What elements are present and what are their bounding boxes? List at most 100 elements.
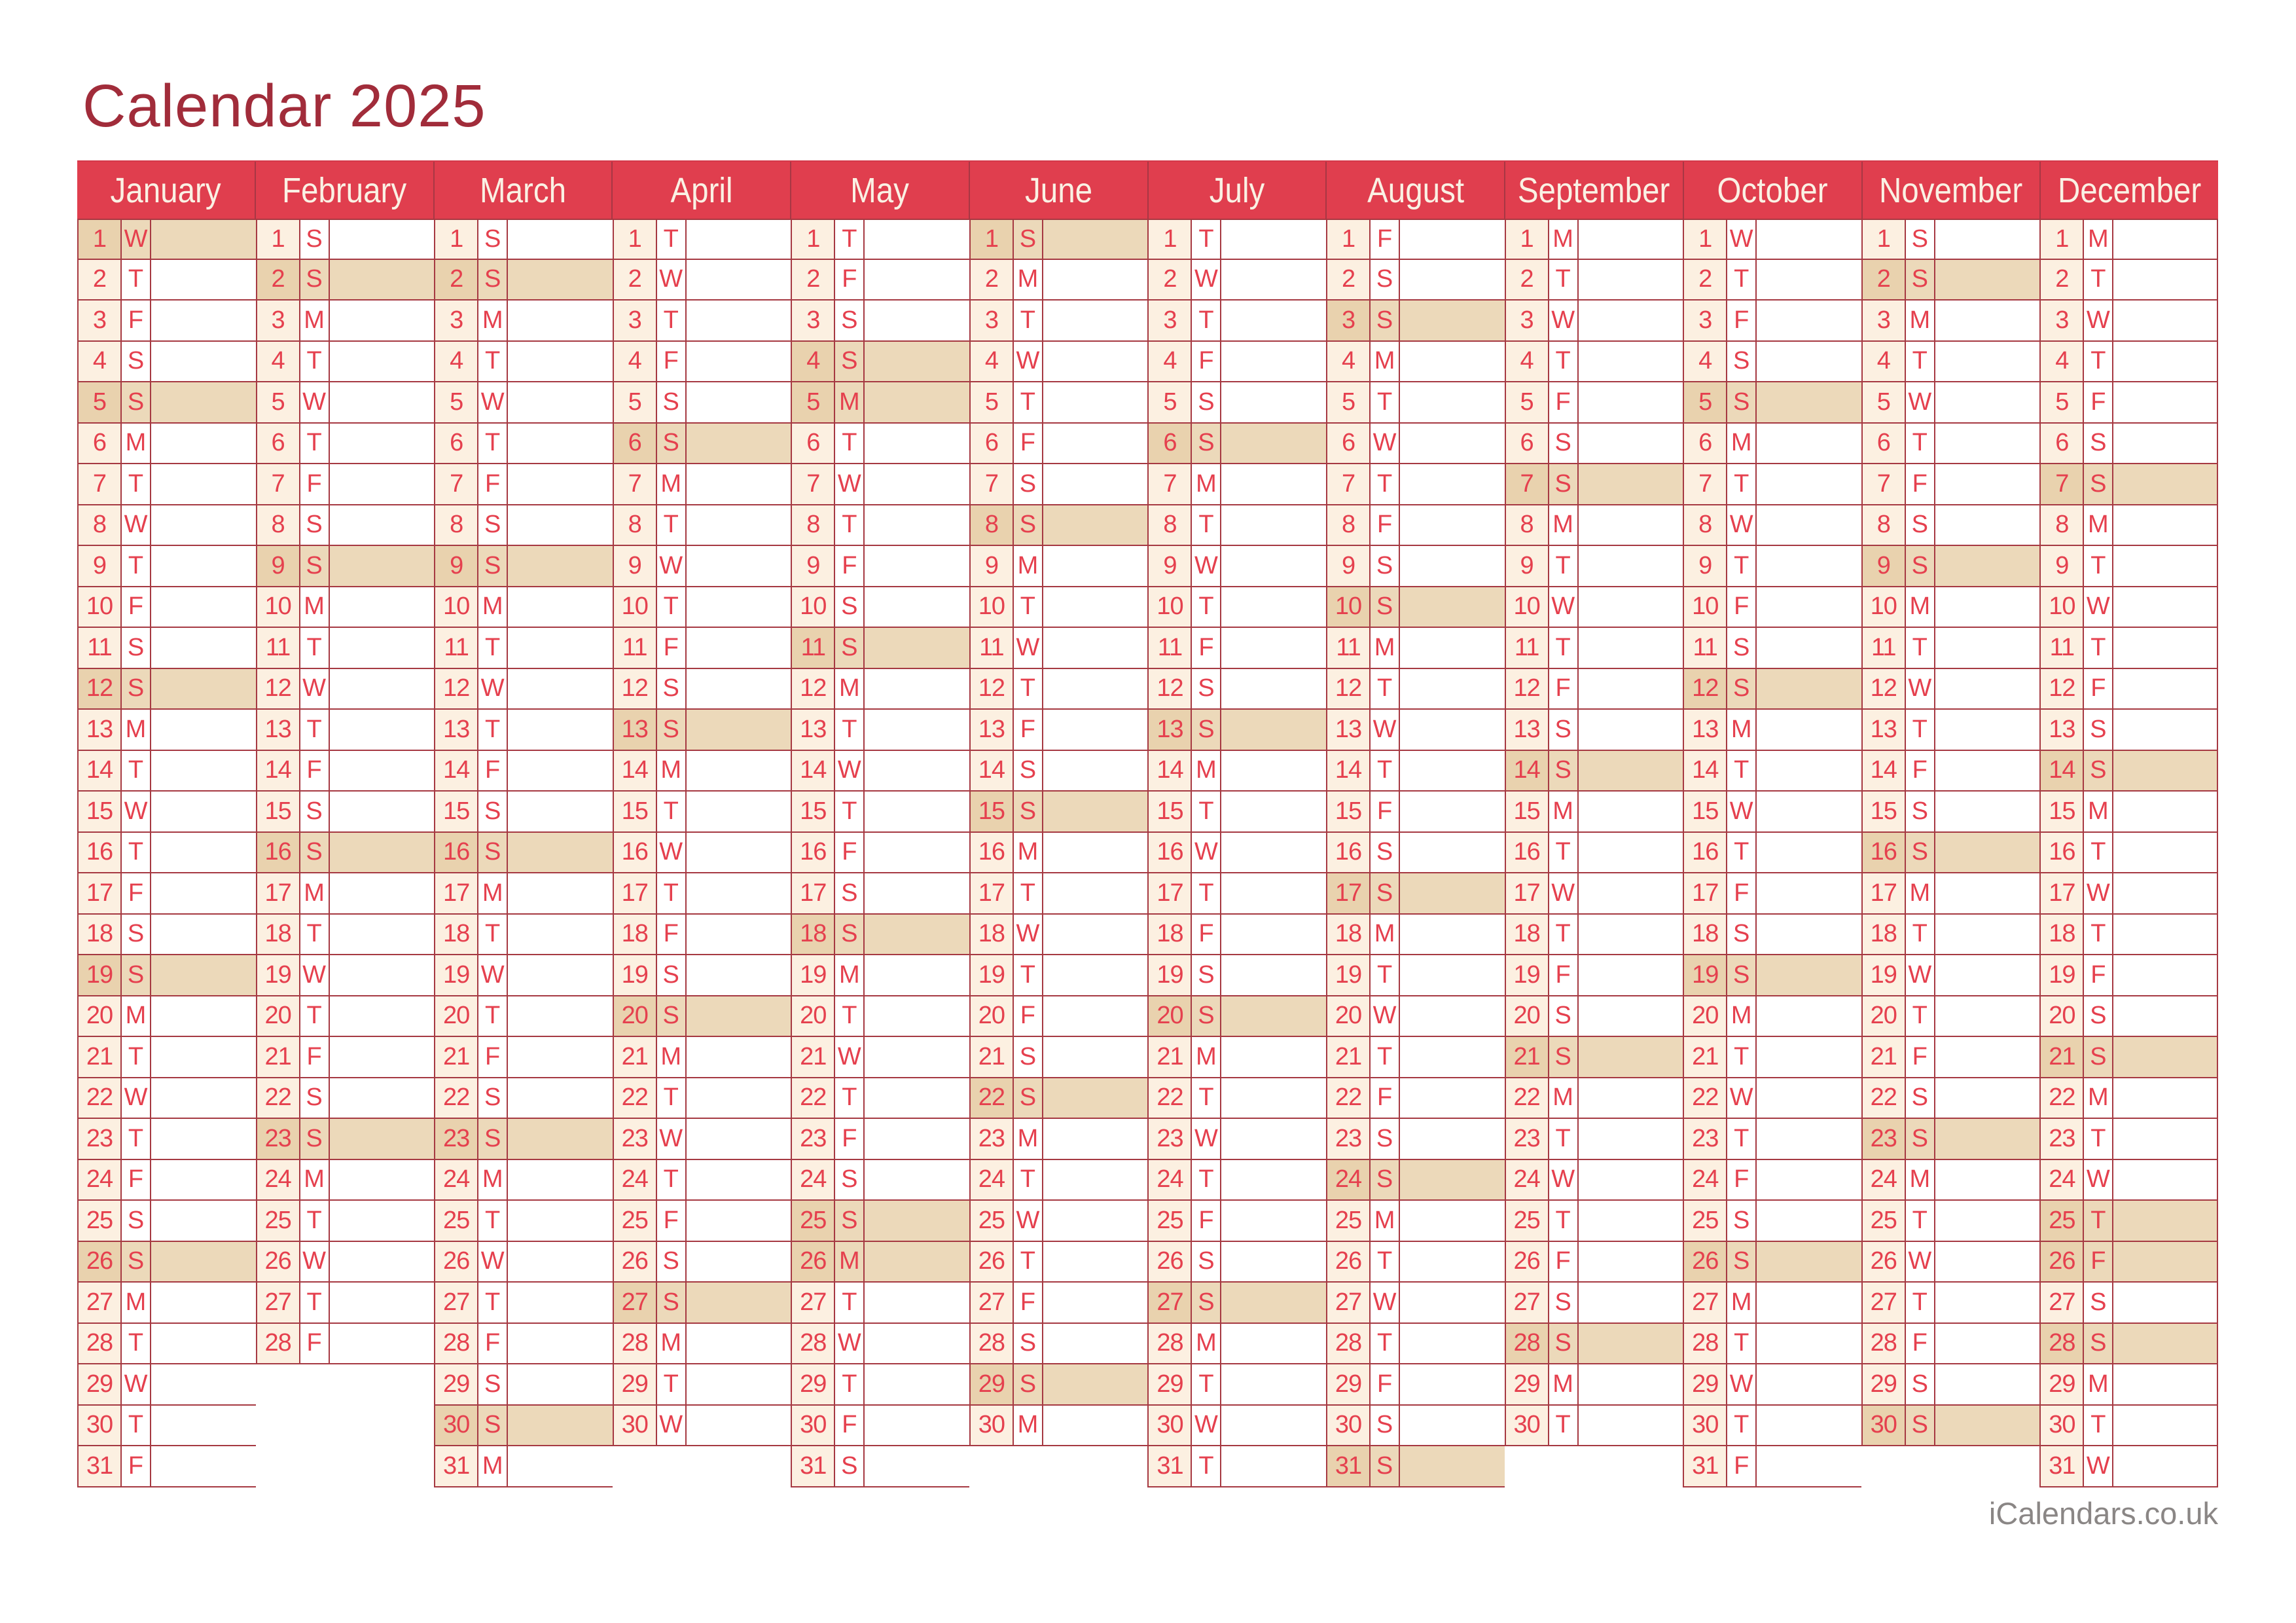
day-row: 21 F (434, 1037, 613, 1078)
day-number: 30 (613, 1405, 657, 1445)
day-number: 28 (1684, 1323, 1728, 1363)
day-row: 17 M (255, 873, 435, 915)
day-letter: T (300, 628, 330, 668)
day-notes-area (1400, 464, 1505, 504)
day-notes-area (686, 832, 791, 872)
day-notes-area (1757, 668, 1861, 708)
day-letter: T (300, 1201, 330, 1241)
day-row: 10 M (255, 587, 435, 628)
day-letter: M (656, 750, 687, 790)
day-notes-area (1578, 301, 1683, 340)
day-notes-area (1400, 1119, 1505, 1159)
day-number: 1 (1684, 220, 1728, 259)
day-notes-area (865, 505, 969, 545)
day-letter: T (2084, 1119, 2114, 1159)
day-letter: M (300, 873, 330, 913)
day-number: 18 (792, 914, 836, 954)
day-number: 18 (79, 914, 122, 954)
day-row: 31 F (1683, 1446, 1861, 1487)
day-notes-area (1043, 546, 1148, 586)
day-notes-area (1400, 1446, 1505, 1486)
day-notes-area (508, 1323, 613, 1363)
day-notes-area (1578, 1283, 1683, 1322)
day-number: 6 (257, 423, 300, 463)
day-letter: S (835, 914, 865, 954)
day-notes-area (2113, 873, 2217, 913)
day-number: 14 (1149, 750, 1193, 790)
day-notes-area (1221, 873, 1327, 913)
day-letter: F (478, 464, 509, 504)
day-notes-area (686, 668, 791, 708)
day-letter: F (1013, 423, 1043, 463)
day-row: 12 W (1861, 668, 2040, 710)
day-letter: T (2084, 832, 2114, 872)
day-notes-area (865, 546, 969, 586)
day-notes-area (865, 1159, 969, 1199)
day-notes-area (2113, 1283, 2217, 1322)
day-notes-area (1043, 587, 1148, 627)
day-notes-area (865, 710, 969, 750)
day-letter: F (300, 464, 330, 504)
day-notes-area (1935, 710, 2040, 750)
day-notes-area (329, 792, 435, 831)
day-letter: W (1905, 955, 1935, 995)
day-number: 10 (257, 587, 300, 627)
day-number: 14 (1862, 750, 1906, 790)
day-letter: T (2084, 914, 2114, 954)
day-number: 20 (1149, 996, 1193, 1036)
day-notes-area (1400, 750, 1505, 790)
day-notes-area (686, 996, 791, 1036)
day-number: 29 (1327, 1364, 1371, 1404)
day-number: 24 (1862, 1159, 1906, 1199)
day-notes-area (1221, 1241, 1327, 1281)
day-number: 15 (970, 792, 1014, 831)
day-notes-area (1043, 955, 1148, 995)
day-row: 13 M (1683, 710, 1861, 751)
day-letter: W (478, 382, 509, 422)
day-number: 24 (1149, 1159, 1193, 1199)
day-number: 19 (1149, 955, 1193, 995)
day-row: 16 T (77, 832, 256, 873)
day-letter: M (1013, 259, 1043, 299)
day-row: 19 S (612, 955, 791, 996)
day-row: 26 T (969, 1241, 1148, 1283)
day-row: 20 S (1147, 996, 1327, 1037)
day-letter: T (835, 1078, 865, 1118)
day-number: 22 (2041, 1078, 2085, 1118)
day-letter: W (1371, 996, 1401, 1036)
day-number: 30 (1684, 1405, 1728, 1445)
day-notes-area (686, 1323, 791, 1363)
day-number: 26 (257, 1241, 300, 1281)
day-number: 15 (1684, 792, 1728, 831)
day-number: 13 (1149, 710, 1193, 750)
day-number: 25 (613, 1201, 657, 1241)
day-notes-area (1221, 1201, 1327, 1241)
day-row: 15 T (1147, 792, 1327, 833)
day-notes-area (1578, 628, 1683, 668)
day-number: 14 (435, 750, 479, 790)
day-number: 19 (1862, 955, 1906, 995)
day-number: 20 (79, 996, 122, 1036)
year-planner: January February March April May June July Augu… (77, 160, 2218, 1487)
day-row: 18 W (969, 914, 1148, 955)
day-letter: T (656, 587, 687, 627)
day-number: 4 (792, 341, 836, 381)
day-row: 21 M (1147, 1037, 1327, 1078)
day-number: 23 (2041, 1119, 2085, 1159)
day-notes-area (1400, 423, 1505, 463)
day-number: 27 (1684, 1283, 1728, 1322)
day-letter: M (835, 382, 865, 422)
day-row: 19 S (1683, 955, 1861, 996)
day-row: 22 M (2039, 1078, 2218, 1119)
day-letter: S (478, 792, 509, 831)
day-row: 28 T (77, 1323, 256, 1364)
day-letter: S (122, 1241, 151, 1281)
day-notes-area (686, 955, 791, 995)
day-notes-area (1400, 1405, 1505, 1445)
day-row: 15 S (434, 792, 613, 833)
day-notes-area (2113, 1241, 2217, 1281)
day-number: 19 (2041, 955, 2085, 995)
